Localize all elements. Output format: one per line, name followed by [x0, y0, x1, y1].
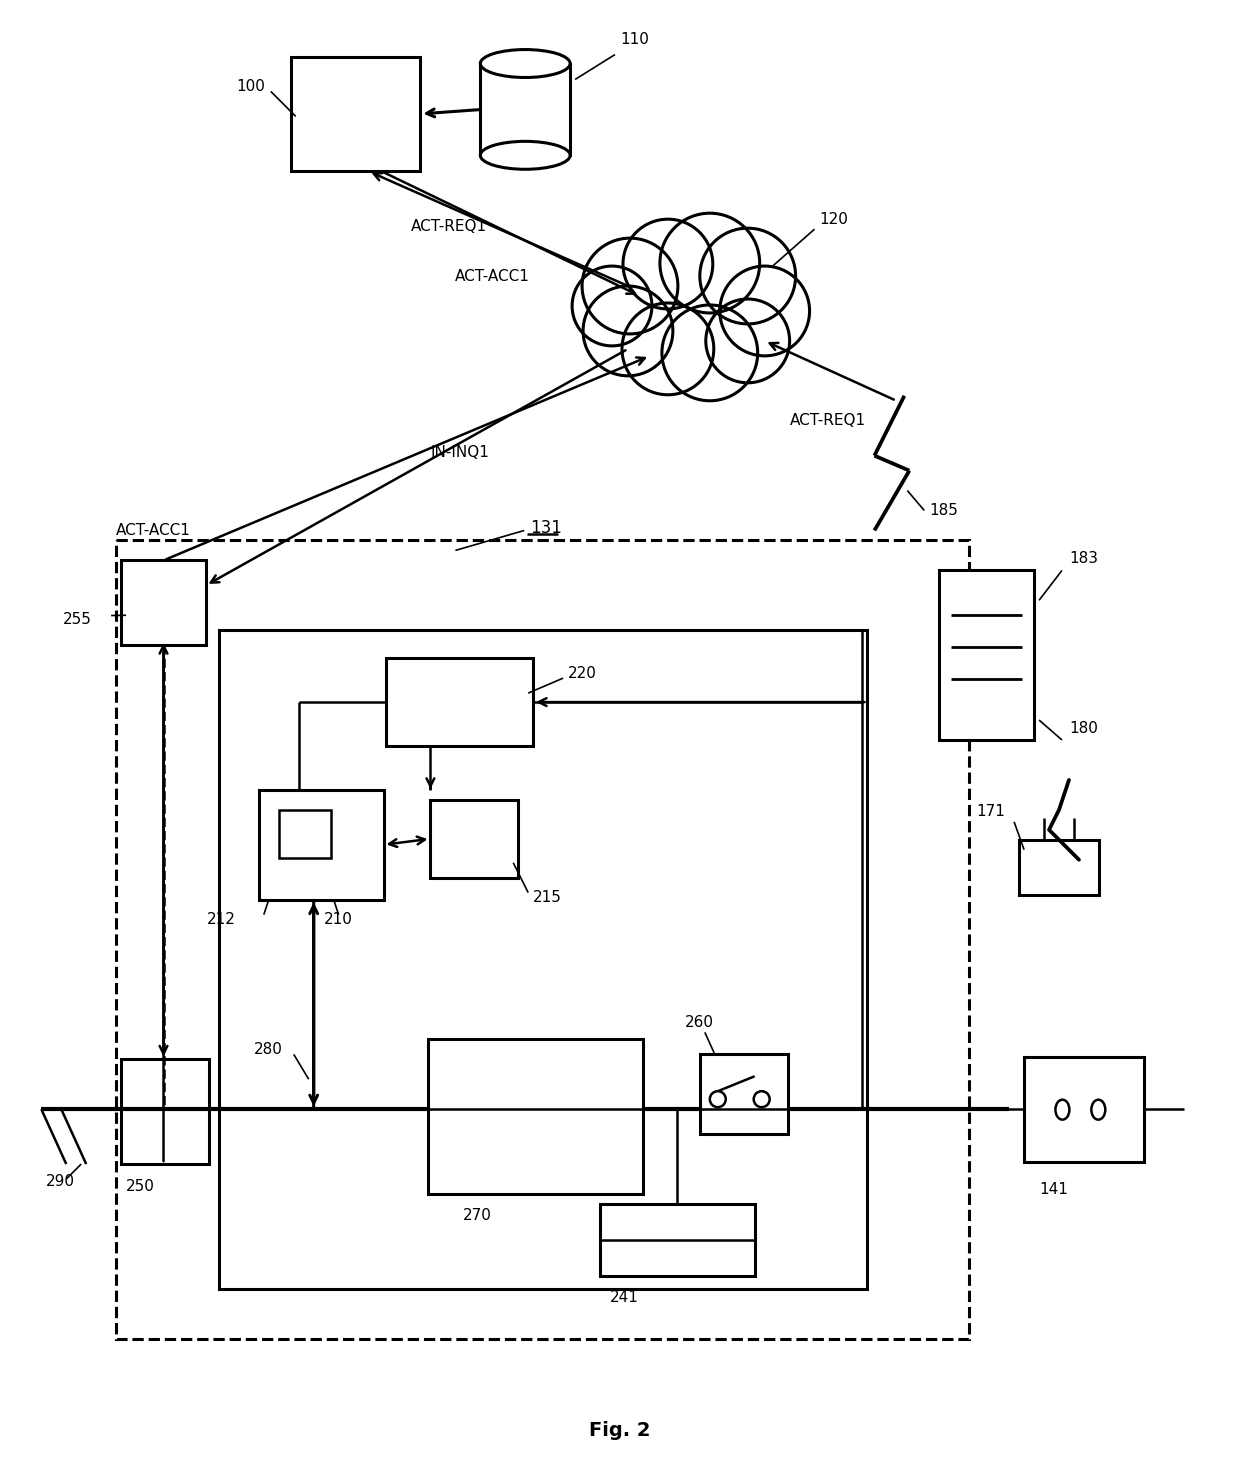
Text: 120: 120: [820, 212, 848, 227]
Circle shape: [754, 1091, 770, 1107]
Text: 183: 183: [1069, 551, 1097, 566]
Ellipse shape: [480, 49, 570, 77]
Ellipse shape: [1091, 1100, 1105, 1119]
Text: ACT-REQ1: ACT-REQ1: [790, 413, 866, 428]
Bar: [117, 541, 970, 1338]
Circle shape: [706, 299, 790, 382]
Text: 171: 171: [976, 805, 1006, 820]
Text: ACT-REQ1: ACT-REQ1: [410, 219, 486, 234]
Bar: [600, 1203, 755, 1276]
Text: 270: 270: [464, 1208, 492, 1224]
Ellipse shape: [480, 141, 570, 169]
Text: 241: 241: [610, 1291, 639, 1306]
Bar: [430, 800, 518, 877]
Text: 185: 185: [929, 502, 959, 519]
Bar: [480, 64, 570, 156]
Text: 110: 110: [620, 33, 649, 47]
Circle shape: [622, 302, 714, 394]
Text: 180: 180: [1069, 720, 1097, 735]
Text: 131: 131: [531, 520, 562, 538]
Circle shape: [582, 239, 678, 333]
Circle shape: [572, 267, 652, 345]
Text: Fig. 2: Fig. 2: [589, 1421, 651, 1441]
Circle shape: [583, 286, 673, 376]
Ellipse shape: [1055, 1100, 1069, 1119]
Text: 255: 255: [63, 612, 92, 627]
Bar: [939, 571, 1034, 740]
Circle shape: [709, 1091, 725, 1107]
Circle shape: [699, 228, 796, 325]
Bar: [386, 658, 533, 745]
Text: ACT-ACC1: ACT-ACC1: [117, 523, 191, 538]
Bar: [1019, 840, 1099, 895]
Circle shape: [662, 305, 758, 400]
Text: 260: 260: [684, 1015, 714, 1030]
Bar: [122, 560, 206, 645]
Bar: [219, 630, 868, 1289]
Text: 212: 212: [207, 911, 236, 928]
Bar: [429, 1039, 644, 1194]
Text: 220: 220: [568, 665, 596, 680]
Text: 250: 250: [126, 1178, 155, 1193]
Bar: [279, 809, 331, 858]
Bar: [122, 1060, 208, 1163]
Circle shape: [719, 267, 810, 356]
Polygon shape: [627, 267, 761, 305]
Text: IN-INQ1: IN-INQ1: [430, 445, 490, 459]
Text: 141: 141: [1039, 1183, 1068, 1197]
Circle shape: [622, 219, 713, 308]
Text: 100: 100: [236, 79, 264, 93]
Text: 210: 210: [324, 911, 352, 928]
Bar: [259, 790, 383, 900]
Text: ACT-ACC1: ACT-ACC1: [455, 268, 531, 283]
Bar: [1024, 1057, 1143, 1162]
Circle shape: [660, 213, 760, 313]
Text: 280: 280: [254, 1042, 283, 1057]
Bar: [699, 1054, 787, 1134]
Bar: [290, 56, 420, 172]
Text: 215: 215: [533, 891, 562, 906]
Polygon shape: [613, 301, 770, 360]
Text: 290: 290: [46, 1174, 76, 1189]
